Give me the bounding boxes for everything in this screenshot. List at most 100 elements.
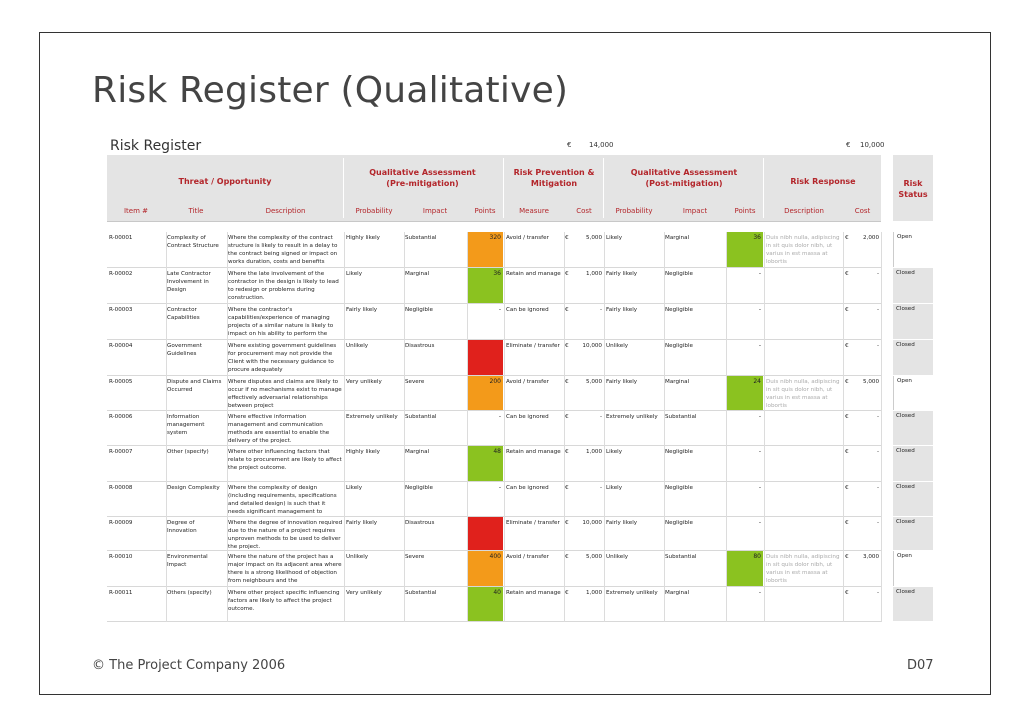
cell-risk-status: Closed [893, 517, 933, 550]
cell-probability-pre: Unlikely [346, 343, 369, 349]
grid-line [564, 232, 565, 622]
cell-impact-post: Negligible [665, 343, 693, 349]
cell-impact-pre: Negligible [405, 307, 433, 313]
cell-cost-currency: € [565, 554, 569, 560]
cell-points-pre: 400 [467, 551, 503, 586]
table-row [107, 482, 881, 517]
cell-description: Where the complexity of the contract str… [228, 235, 338, 265]
column-header: Impact [422, 207, 448, 215]
column-header: Description [265, 207, 306, 215]
cell-points-pre [467, 517, 503, 550]
grid-line [881, 232, 882, 622]
cell-risk-status: Closed [893, 411, 933, 445]
cell-cost: 10,000 [582, 520, 602, 526]
group-threat-opportunity: Threat / Opportunity [178, 177, 272, 186]
cell-impact-post: Negligible [665, 271, 693, 277]
column-header: Impact [682, 207, 708, 215]
table-row [107, 232, 881, 268]
cell-risk-status: Closed [893, 340, 933, 375]
cell-cost: 1,000 [585, 271, 602, 277]
cell-points-pre: 320 [467, 232, 503, 267]
cell-measure: Retain and manage [506, 590, 561, 596]
cell-response-cost: - [876, 343, 879, 349]
cell-measure: Can be ignored [506, 414, 549, 420]
cell-points-post: - [758, 270, 761, 277]
cell-points-post: 24 [727, 376, 763, 410]
cell-response-currency: € [845, 379, 849, 385]
cell-item-id: R-00007 [109, 449, 133, 455]
grid-line [726, 232, 727, 622]
cell-probability-pre: Very unlikely [346, 590, 382, 596]
cell-measure: Can be ignored [506, 307, 549, 313]
cell-cost: - [599, 485, 602, 491]
cell-probability-pre: Highly likely [346, 449, 380, 455]
cell-response-currency: € [845, 343, 849, 349]
cell-response-description [766, 270, 842, 302]
cell-risk-status: Open [893, 376, 933, 410]
cell-description: Where other influencing factors that rel… [228, 449, 342, 471]
cell-description: Where the complexity of design (includin… [228, 485, 337, 515]
cell-response-currency: € [845, 520, 849, 526]
cell-title: Other (specify) [167, 449, 209, 455]
cell-probability-pre: Fairly likely [346, 307, 378, 313]
cell-impact-post: Marginal [665, 235, 690, 241]
column-header: Description [784, 207, 824, 215]
cell-response-currency: € [845, 235, 849, 241]
slide-frame [39, 32, 991, 695]
cell-points-post: - [758, 519, 761, 526]
cell-probability-post: Fairly likely [606, 379, 638, 385]
cell-measure: Retain and manage [506, 449, 561, 455]
cell-probability-post: Fairly likely [606, 307, 638, 313]
cell-impact-post: Negligible [665, 449, 693, 455]
cell-risk-status: Open [893, 551, 933, 586]
column-header: Cost [854, 207, 871, 215]
cell-impact-pre: Substantial [405, 414, 437, 420]
cell-response-currency: € [845, 271, 849, 277]
cell-title: Others (specify) [167, 590, 212, 596]
cell-cost: 10,000 [582, 343, 602, 349]
cell-response-description [766, 413, 842, 444]
table-row [107, 446, 881, 482]
cell-probability-pre: Likely [346, 485, 363, 491]
cell-points-post: - [758, 484, 761, 491]
cell-response-description [766, 589, 842, 620]
cell-measure: Can be ignored [506, 485, 549, 491]
cell-item-id: R-00003 [109, 307, 133, 313]
cell-points-post: - [758, 342, 761, 349]
cell-item-id: R-00010 [109, 554, 133, 560]
cell-probability-pre: Likely [346, 271, 363, 277]
cell-title: Information management system [167, 414, 205, 436]
group-qual-pre: Qualitative Assessment (Pre-mitigation) [369, 168, 476, 188]
cell-response-cost: - [876, 590, 879, 596]
table-row [107, 411, 881, 446]
pre-budget-currency: € [567, 141, 572, 149]
group-prevention: Risk Prevention & Mitigation [513, 168, 595, 188]
cell-measure: Avoid / transfer [506, 235, 549, 241]
cell-impact-pre: Disastrous [405, 520, 435, 526]
cell-response-cost: - [876, 520, 879, 526]
cell-measure: Avoid / transfer [506, 554, 549, 560]
cell-impact-pre: Marginal [405, 449, 430, 455]
cell-points-pre [467, 340, 503, 375]
cell-impact-post: Negligible [665, 307, 693, 313]
cell-title: Complexity of Contract Structure [167, 235, 219, 249]
cell-impact-pre: Substantial [405, 590, 437, 596]
group-risk-response: Risk Response [790, 177, 856, 186]
grid-line [764, 232, 765, 622]
grid-line [664, 232, 665, 622]
grid-line [504, 232, 505, 622]
cell-measure: Eliminate / transfer [506, 520, 560, 526]
cell-impact-post: Substantial [665, 554, 697, 560]
cell-cost: 5,000 [585, 379, 602, 385]
cell-points-pre: - [498, 306, 501, 313]
cell-description: Where the late involvement of the contra… [228, 271, 339, 301]
cell-title: Design Complexity [167, 485, 220, 491]
cell-response-description: Duis nibh nulla, adipiscing in sit quis … [766, 235, 840, 265]
cell-response-cost: - [876, 485, 879, 491]
column-header: Probability [615, 207, 653, 215]
cell-impact-pre: Marginal [405, 271, 430, 277]
cell-item-id: R-00006 [109, 414, 133, 420]
cell-points-pre: 200 [467, 376, 503, 410]
cell-probability-post: Extremely unlikely [606, 590, 658, 596]
cell-probability-pre: Highly likely [346, 235, 380, 241]
